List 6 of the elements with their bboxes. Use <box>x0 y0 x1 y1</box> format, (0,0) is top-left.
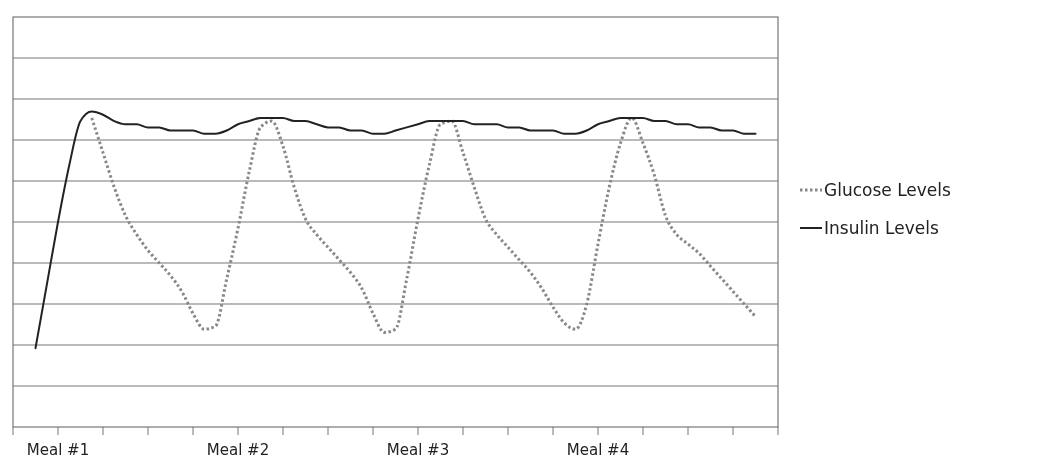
x-tick-label: Meal #2 <box>206 441 270 459</box>
x-tick-label: Meal #4 <box>566 441 630 459</box>
legend-label: Glucose Levels <box>824 180 952 200</box>
x-tick-label: Meal #3 <box>386 441 450 459</box>
legend-label: Insulin Levels <box>824 218 939 238</box>
x-tick-label: Meal #1 <box>26 441 90 459</box>
